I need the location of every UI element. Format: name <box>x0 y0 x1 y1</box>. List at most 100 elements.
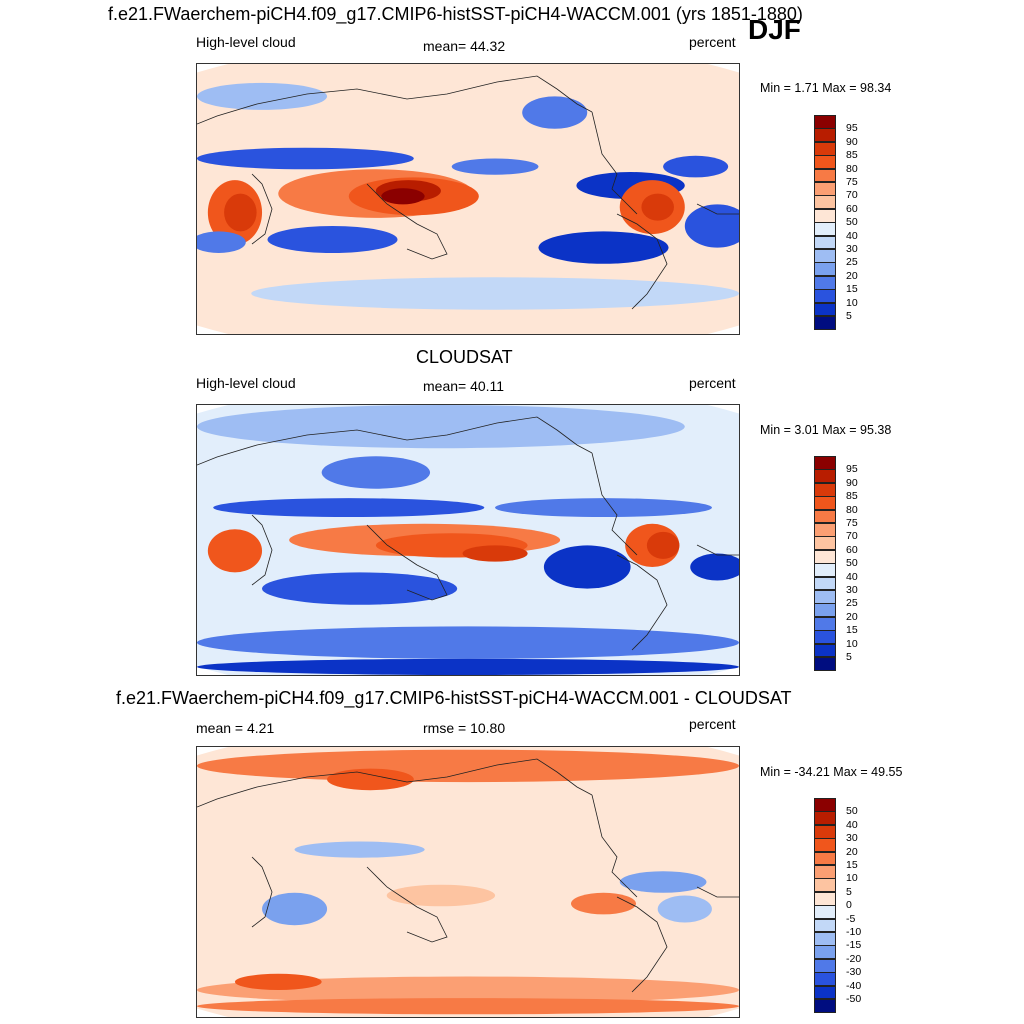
field-contour <box>684 204 739 248</box>
colorbar-swatch <box>814 630 836 645</box>
colorbar-swatch <box>814 999 836 1013</box>
colorbar-swatch <box>814 811 836 826</box>
colorbar-tick-label: 50 <box>846 805 858 818</box>
coastline <box>366 524 448 601</box>
colorbar-swatch <box>814 891 836 906</box>
colorbar-swatch <box>814 141 836 156</box>
field-contour <box>251 277 739 310</box>
colorbar-tick-label: 70 <box>846 530 858 543</box>
colorbar-tick-label: 80 <box>846 503 858 516</box>
colorbar-swatch <box>814 958 836 973</box>
colorbar-tick-label: 5 <box>846 885 852 898</box>
coastline <box>197 416 593 466</box>
panel2-mean-label: mean= 40.11 <box>423 378 505 394</box>
colorbar-swatch <box>814 590 836 604</box>
colorbar-tick-label: -30 <box>846 966 862 979</box>
field-contour <box>386 884 496 907</box>
colorbar-tick-label: 40 <box>846 229 858 242</box>
colorbar-tick-label: 85 <box>846 149 858 162</box>
colorbar-swatch <box>814 302 836 317</box>
colorbar-tick-label: 90 <box>846 476 858 489</box>
colorbar-swatch <box>814 115 836 129</box>
colorbar-tick-label: 30 <box>846 832 858 845</box>
field-contour <box>657 895 712 923</box>
season-label: DJF <box>748 14 801 45</box>
panel3-rmse-label: rmse = 10.80 <box>423 720 506 736</box>
panel3-mean-label: mean = 4.21 <box>196 720 275 736</box>
colorbar-swatch <box>814 316 836 330</box>
colorbar-tick-label: 95 <box>846 463 858 476</box>
field-contour <box>663 155 729 178</box>
colorbar-swatch <box>814 932 836 946</box>
colorbar-swatch <box>814 838 836 853</box>
colorbar-swatch <box>814 168 836 183</box>
field-contour <box>495 498 712 518</box>
coastline <box>366 183 448 260</box>
colorbar-tick-label: 40 <box>846 570 858 583</box>
coastline <box>616 554 668 651</box>
panel2-minmax: Min = 3.01 Max = 95.38 <box>760 423 892 437</box>
colorbar-tick-label: 60 <box>846 202 858 215</box>
panel1-units-label: percent <box>689 34 736 50</box>
colorbar-tick-label: 70 <box>846 189 858 202</box>
colorbar-swatch <box>814 509 836 524</box>
field-contour <box>538 231 669 264</box>
colorbar-tick-label: -15 <box>846 939 862 952</box>
colorbar-tick-label: 5 <box>846 651 852 663</box>
coastline <box>696 544 739 556</box>
colorbar-swatch <box>814 208 836 223</box>
field-contour <box>321 456 431 489</box>
coastline <box>696 203 739 215</box>
colorbar-swatch <box>814 851 836 866</box>
panel3-units-label: percent <box>689 716 736 732</box>
colorbar-tick-label: -20 <box>846 952 862 965</box>
coastline <box>251 173 273 245</box>
field-contour <box>207 529 263 573</box>
coastline <box>197 758 593 808</box>
field-contour <box>543 545 631 589</box>
field-contour <box>224 193 257 232</box>
panel1-minmax: Min = 1.71 Max = 98.34 <box>760 81 892 95</box>
panel1-title: f.e21.FWaerchem-piCH4.f09_g17.CMIP6-hist… <box>108 4 803 24</box>
colorbar-swatch <box>814 482 836 497</box>
colorbar-swatch <box>814 182 836 196</box>
colorbar-tick-label: -50 <box>846 993 862 1005</box>
field-contour <box>641 193 674 221</box>
panel1-map <box>196 63 740 335</box>
field-contour <box>570 892 637 915</box>
field-contour <box>619 871 707 893</box>
panel2-map <box>196 404 740 676</box>
field-contour <box>462 545 528 562</box>
colorbar-swatch <box>814 549 836 564</box>
colorbar-swatch <box>814 222 836 237</box>
colorbar-swatch <box>814 945 836 960</box>
panel1-mean-label: mean= 44.32 <box>423 38 506 54</box>
field-contour <box>262 892 328 926</box>
colorbar-swatch <box>814 496 836 511</box>
coastline <box>696 886 739 898</box>
coastline <box>591 452 638 556</box>
field-contour <box>197 749 739 783</box>
coastline <box>251 856 273 928</box>
panel2-title: CLOUDSAT <box>416 347 513 367</box>
colorbar-swatch <box>814 616 836 631</box>
colorbar-tick-label: 60 <box>846 543 858 556</box>
field-contour <box>197 976 739 1004</box>
colorbar-tick-label: 90 <box>846 135 858 148</box>
colorbar-tick-label: 85 <box>846 490 858 503</box>
colorbar-swatch <box>814 865 836 879</box>
colorbar-tick-label: 15 <box>846 859 858 871</box>
field-contour <box>197 626 739 659</box>
colorbar-swatch <box>814 576 836 591</box>
colorbar-swatch <box>814 195 836 210</box>
colorbar-tick-label: 75 <box>846 517 858 529</box>
field-contour <box>197 82 328 110</box>
field-contour <box>327 768 414 791</box>
colorbar-swatch <box>814 798 836 812</box>
field-contour <box>262 572 458 605</box>
field-contour <box>197 231 246 253</box>
colorbar-tick-label: 0 <box>846 899 852 912</box>
field-contour <box>234 973 322 990</box>
map-field <box>197 64 739 334</box>
panel3-map <box>196 746 740 1018</box>
